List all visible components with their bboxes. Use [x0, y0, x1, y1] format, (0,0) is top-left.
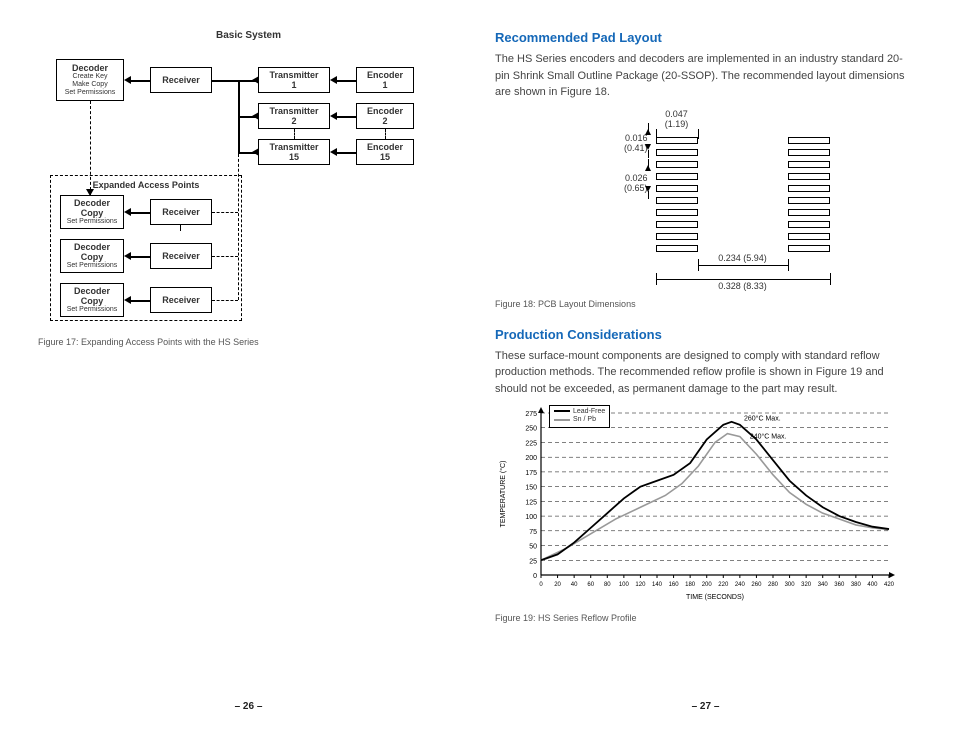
svg-text:250: 250	[525, 426, 537, 433]
heading-production: Production Considerations	[495, 327, 916, 342]
page-number-left: – 26 –	[235, 701, 263, 712]
svg-text:240°C Max.: 240°C Max.	[750, 432, 787, 440]
pad-left-0	[656, 137, 698, 144]
svg-text:180: 180	[685, 582, 696, 588]
pad-right-9	[788, 245, 830, 252]
reflow-chart: 25 50 75 100 125 150 175 200 225 250 275 00 20 40 60 80…	[495, 403, 895, 603]
pad-layout-paragraph: The HS Series encoders and decoders are …	[495, 51, 916, 101]
svg-text:400: 400	[867, 582, 878, 588]
svg-text:150: 150	[525, 485, 537, 492]
svg-text:125: 125	[525, 499, 537, 506]
page-right: Recommended Pad Layout The HS Series enc…	[477, 30, 934, 718]
dim-pad-width: 0.047(1.19)	[656, 109, 698, 129]
svg-text:40: 40	[571, 582, 578, 588]
svg-text:0: 0	[539, 582, 543, 588]
pad-left-9	[656, 245, 698, 252]
svg-text:20: 20	[554, 582, 561, 588]
encoder-box-0: Encoder1	[356, 67, 414, 93]
svg-text:320: 320	[801, 582, 812, 588]
production-paragraph: These surface-mount components are desig…	[495, 348, 916, 398]
receiver-copy-box-1: Receiver	[150, 243, 212, 269]
svg-text:TEMPERATURE (°C): TEMPERATURE (°C)	[499, 461, 507, 528]
dim-pad-height: 0.016(0.41)	[598, 133, 648, 153]
svg-text:120: 120	[635, 582, 646, 588]
svg-text:360: 360	[834, 582, 845, 588]
svg-text:225: 225	[525, 440, 537, 447]
svg-text:60: 60	[587, 582, 594, 588]
pad-right-5	[788, 197, 830, 204]
svg-text:25: 25	[529, 558, 537, 565]
dim-pitch: 0.026(0.65)	[598, 173, 648, 193]
pad-right-8	[788, 233, 830, 240]
receiver-copy-box-0: Receiver	[150, 199, 212, 225]
transmitter-box-1: Transmitter2	[258, 103, 330, 129]
svg-text:160: 160	[669, 582, 680, 588]
svg-text:240: 240	[735, 582, 746, 588]
chart-legend: Lead-FreeSn / Pb	[549, 405, 610, 428]
pad-right-6	[788, 209, 830, 216]
pad-left-5	[656, 197, 698, 204]
svg-text:TIME (SECONDS): TIME (SECONDS)	[686, 594, 744, 601]
production-section: Production Considerations These surface-…	[495, 327, 916, 624]
svg-text:140: 140	[652, 582, 663, 588]
svg-text:80: 80	[604, 582, 611, 588]
pad-left-1	[656, 149, 698, 156]
svg-text:200: 200	[525, 455, 537, 462]
pad-right-2	[788, 161, 830, 168]
pad-left-8	[656, 233, 698, 240]
page-left: Basic System DecoderCreate KeyMake CopyS…	[20, 30, 477, 718]
svg-text:175: 175	[525, 470, 537, 477]
decoder-copy-box-2: DecoderCopySet Permissions	[60, 283, 124, 317]
transmitter-box-0: Transmitter1	[258, 67, 330, 93]
svg-text:100: 100	[525, 514, 537, 521]
pad-left-2	[656, 161, 698, 168]
svg-text:300: 300	[785, 582, 796, 588]
pad-right-1	[788, 149, 830, 156]
svg-text:75: 75	[529, 529, 537, 536]
dim-overall: 0.328 (8.33)	[656, 281, 830, 291]
svg-text:260: 260	[751, 582, 762, 588]
svg-text:340: 340	[818, 582, 829, 588]
svg-text:275: 275	[525, 411, 537, 418]
receiver-box: Receiver	[150, 67, 212, 93]
dim-gap: 0.234 (5.94)	[698, 253, 788, 263]
encoder-box-2: Encoder15	[356, 139, 414, 165]
pad-right-3	[788, 173, 830, 180]
pad-layout-diagram: 0.047(1.19) 0.016(0.41) 0.026(0.65) 0.234 (…	[526, 109, 886, 289]
encoder-box-1: Encoder2	[356, 103, 414, 129]
figure19-caption: Figure 19: HS Series Reflow Profile	[495, 613, 916, 623]
pad-right-0	[788, 137, 830, 144]
pad-right-4	[788, 185, 830, 192]
svg-text:220: 220	[718, 582, 729, 588]
chart-svg: 25 50 75 100 125 150 175 200 225 250 275 00 20 40 60 80…	[495, 403, 895, 603]
pad-right-7	[788, 221, 830, 228]
svg-text:260°C Max.: 260°C Max.	[744, 415, 781, 423]
receiver-copy-box-2: Receiver	[150, 287, 212, 313]
decoder-copy-box-1: DecoderCopySet Permissions	[60, 239, 124, 273]
svg-text:100: 100	[619, 582, 630, 588]
svg-text:280: 280	[768, 582, 779, 588]
svg-text:420: 420	[884, 582, 895, 588]
pad-left-6	[656, 209, 698, 216]
figure17-caption: Figure 17: Expanding Access Points with …	[38, 337, 459, 347]
figure18-caption: Figure 18: PCB Layout Dimensions	[495, 299, 916, 309]
pad-left-3	[656, 173, 698, 180]
pad-left-7	[656, 221, 698, 228]
pad-layout-section: Recommended Pad Layout The HS Series enc…	[495, 30, 916, 309]
decoder-copy-box-0: DecoderCopySet Permissions	[60, 195, 124, 229]
decoder-box: DecoderCreate KeyMake CopySet Permission…	[56, 59, 124, 101]
block-diagram: DecoderCreate KeyMake CopySet Permission…	[38, 47, 459, 327]
page-number-right: – 27 –	[692, 701, 720, 712]
pad-left-4	[656, 185, 698, 192]
transmitter-box-2: Transmitter15	[258, 139, 330, 165]
svg-text:380: 380	[851, 582, 862, 588]
svg-text:0: 0	[533, 573, 537, 580]
diagram-title: Basic System	[38, 30, 459, 41]
svg-text:50: 50	[529, 544, 537, 551]
heading-pad-layout: Recommended Pad Layout	[495, 30, 916, 45]
svg-text:200: 200	[702, 582, 713, 588]
